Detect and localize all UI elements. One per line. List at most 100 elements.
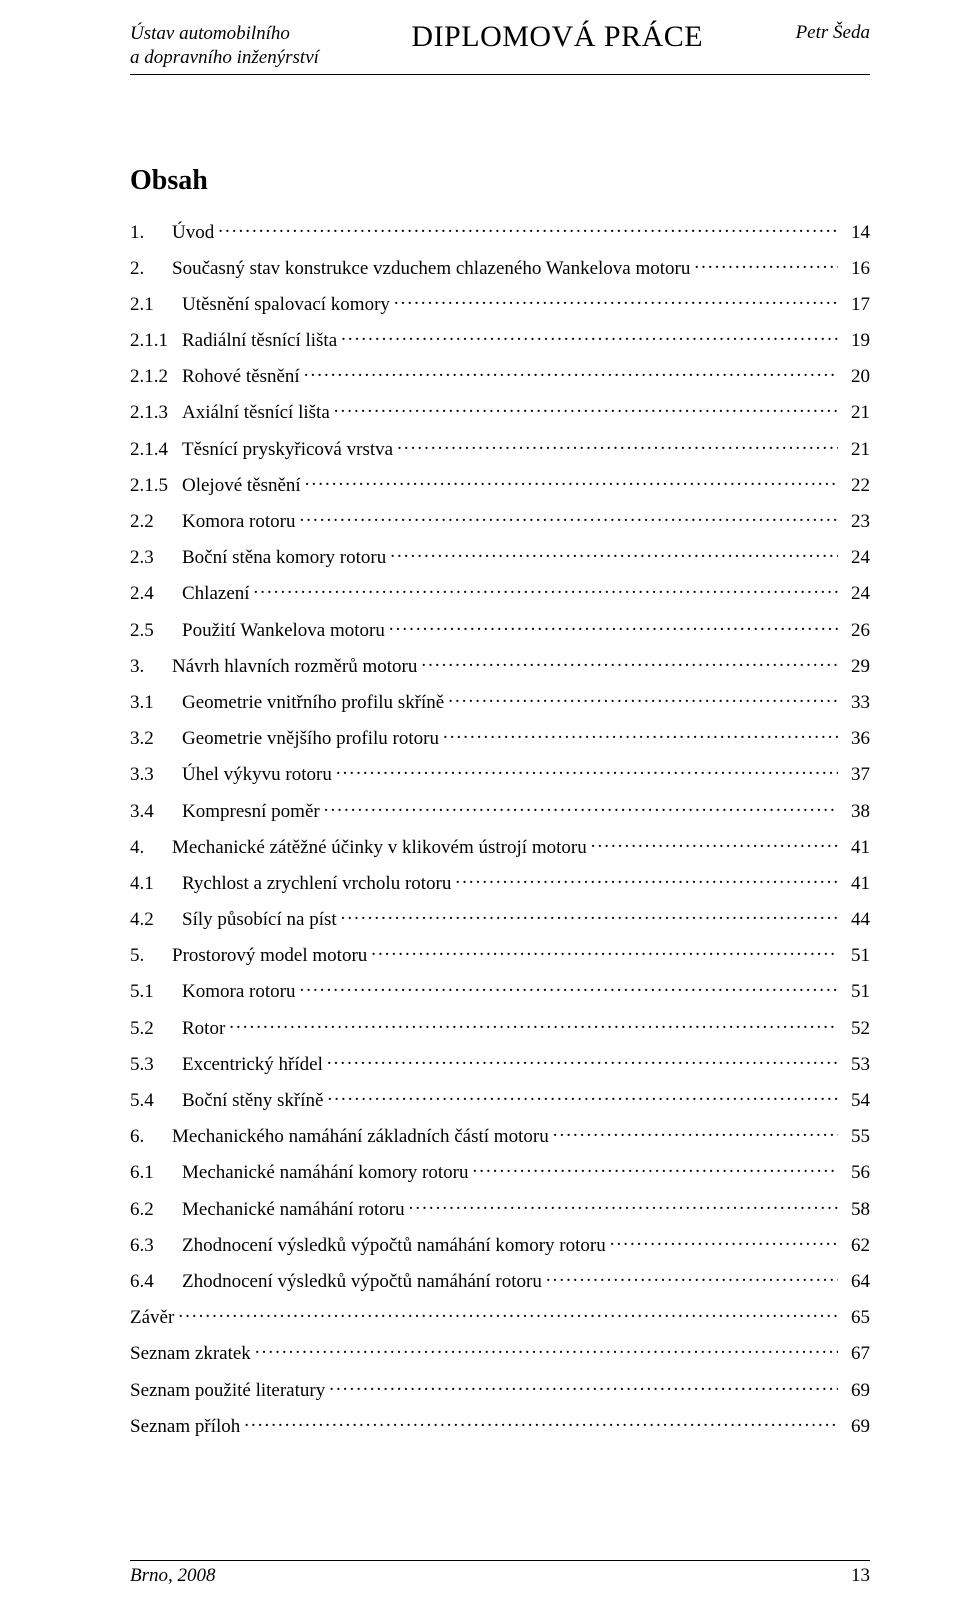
toc-entry-text: Komora rotoru: [182, 511, 295, 533]
toc-leader-dots: [329, 1377, 838, 1396]
toc-leader-dots: [305, 472, 838, 491]
toc-entry-text: Prostorový model motoru: [172, 945, 367, 967]
toc-entry-number: 2.1.1: [130, 330, 182, 352]
toc-entry: 2.5Použití Wankelova motoru26: [130, 617, 870, 642]
toc-entry: 5.Prostorový model motoru51: [130, 942, 870, 967]
toc-entry-text: Těsnící pryskyřicová vrstva: [182, 439, 393, 461]
toc-entry-number: 5.1: [130, 981, 182, 1003]
toc-entry-number: 6.: [130, 1126, 172, 1148]
toc-entry: 6.2Mechanické namáhání rotoru58: [130, 1196, 870, 1221]
toc-entry-number: 2.4: [130, 583, 182, 605]
toc-entry-text: Seznam příloh: [130, 1416, 240, 1438]
toc-entry-text: Boční stěna komory rotoru: [182, 547, 386, 569]
toc-entry-page: 51: [842, 981, 870, 1003]
toc-entry-number: 6.1: [130, 1162, 182, 1184]
toc-leader-dots: [389, 617, 838, 636]
header-author: Petr Šeda: [796, 20, 870, 44]
toc-entry: 2.2Komora rotoru23: [130, 508, 870, 533]
toc-entry-number: 5.3: [130, 1054, 182, 1076]
toc-leader-dots: [390, 544, 838, 563]
toc-entry: 3.1Geometrie vnitřního profilu skříně33: [130, 689, 870, 714]
header-institute-line2: a dopravního inženýrství: [130, 46, 319, 70]
toc-entry-number: 2.1.5: [130, 475, 182, 497]
toc-entry-number: 3.1: [130, 692, 182, 714]
header-doc-type: DIPLOMOVÁ PRÁCE: [411, 20, 703, 54]
toc-leader-dots: [421, 653, 838, 672]
toc-entry: 2.1.1Radiální těsnící lišta19: [130, 327, 870, 352]
toc-entry-text: Excentrický hřídel: [182, 1054, 323, 1076]
toc-entry-text: Olejové těsnění: [182, 475, 301, 497]
toc-entry-number: 3.4: [130, 801, 182, 823]
toc-entry-number: 2.1: [130, 294, 182, 316]
toc-entry-number: 5.2: [130, 1018, 182, 1040]
toc-leader-dots: [448, 689, 838, 708]
toc-entry-text: Použití Wankelova motoru: [182, 620, 385, 642]
toc-leader-dots: [694, 255, 838, 274]
toc-entry-page: 41: [842, 837, 870, 859]
toc-entry-number: 4.1: [130, 873, 182, 895]
toc-entry-text: Úvod: [172, 222, 214, 244]
header-institute-line1: Ústav automobilního: [130, 22, 319, 46]
toc-entry-page: 44: [842, 909, 870, 931]
toc-entry-text: Úhel výkyvu rotoru: [182, 764, 332, 786]
toc-entry-page: 69: [842, 1416, 870, 1438]
toc-entry-page: 23: [842, 511, 870, 533]
toc-entry-page: 53: [842, 1054, 870, 1076]
toc-entry: Závěr 65: [130, 1304, 870, 1329]
toc-leader-dots: [336, 761, 838, 780]
toc-entry-number: 2.5: [130, 620, 182, 642]
toc-entry-page: 20: [842, 366, 870, 388]
toc-leader-dots: [472, 1159, 838, 1178]
toc-leader-dots: [553, 1123, 838, 1142]
toc-entry-number: 6.3: [130, 1235, 182, 1257]
toc-entry: 2.1.5Olejové těsnění22: [130, 472, 870, 497]
toc-entry-text: Mechanického namáhání základních částí m…: [172, 1126, 549, 1148]
toc-entry: 3.4Kompresní poměr38: [130, 798, 870, 823]
toc-entry-text: Boční stěny skříně: [182, 1090, 323, 1112]
toc-entry-text: Závěr: [130, 1307, 174, 1329]
toc-entry-text: Seznam použité literatury: [130, 1380, 325, 1402]
toc-leader-dots: [255, 1340, 838, 1359]
toc-leader-dots: [304, 363, 838, 382]
toc-entry-page: 29: [842, 656, 870, 678]
toc-entry-text: Mechanické namáhání komory rotoru: [182, 1162, 468, 1184]
toc-entry: 4.2Síly působící na píst44: [130, 906, 870, 931]
toc-entry-page: 14: [842, 222, 870, 244]
toc-entry-text: Geometrie vnějšího profilu rotoru: [182, 728, 439, 750]
toc-leader-dots: [218, 219, 838, 238]
toc-entry-page: 41: [842, 873, 870, 895]
toc-entry-page: 65: [842, 1307, 870, 1329]
toc-entry-page: 24: [842, 583, 870, 605]
toc-entry: 5.4Boční stěny skříně54: [130, 1087, 870, 1112]
toc-entry-page: 69: [842, 1380, 870, 1402]
toc-entry-page: 55: [842, 1126, 870, 1148]
toc-entry: 2.4Chlazení 24: [130, 580, 870, 605]
toc-leader-dots: [546, 1268, 838, 1287]
toc-entry-number: 6.2: [130, 1199, 182, 1221]
toc-entry-text: Zhodnocení výsledků výpočtů namáhání kom…: [182, 1235, 606, 1257]
toc-entry-number: 2.3: [130, 547, 182, 569]
toc-entry-text: Seznam zkratek: [130, 1343, 251, 1365]
toc-entry: 6.3Zhodnocení výsledků výpočtů namáhání …: [130, 1232, 870, 1257]
toc-entry-number: 5.: [130, 945, 172, 967]
toc-title: Obsah: [130, 165, 870, 197]
toc-leader-dots: [178, 1304, 838, 1323]
toc-leader-dots: [324, 798, 838, 817]
toc-entry: 4.Mechanické zátěžné účinky v klikovém ú…: [130, 834, 870, 859]
toc-entry-text: Síly působící na píst: [182, 909, 337, 931]
toc-entry-number: 3.3: [130, 764, 182, 786]
toc-entry-text: Chlazení: [182, 583, 250, 605]
toc-leader-dots: [397, 436, 838, 455]
toc-entry-text: Mechanické namáhání rotoru: [182, 1199, 405, 1221]
toc-leader-dots: [409, 1196, 838, 1215]
toc-entry: 2.1.4Těsnící pryskyřicová vrstva21: [130, 436, 870, 461]
toc-entry: 4.1Rychlost a zrychlení vrcholu rotoru41: [130, 870, 870, 895]
toc-entry-page: 54: [842, 1090, 870, 1112]
toc-entry-number: 2.1.4: [130, 439, 182, 461]
toc-entry-text: Současný stav konstrukce vzduchem chlaze…: [172, 258, 690, 280]
toc-leader-dots: [299, 508, 838, 527]
toc-leader-dots: [591, 834, 838, 853]
toc-entry: 2.3Boční stěna komory rotoru24: [130, 544, 870, 569]
toc-entry-page: 17: [842, 294, 870, 316]
toc-entry: 5.2Rotor52: [130, 1015, 870, 1040]
